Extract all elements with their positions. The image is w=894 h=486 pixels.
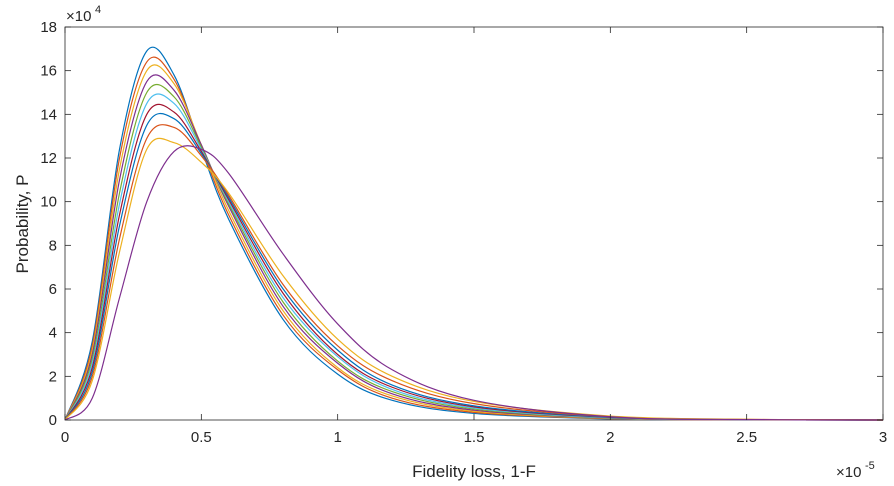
y-tick-label: 4 [49, 325, 57, 342]
series-line [64, 145, 884, 421]
x-axis-label: Fidelity loss, 1-F [412, 462, 536, 481]
x-tick-label: 0.5 [191, 429, 212, 446]
x-tick-label: 1 [333, 429, 341, 446]
y-tick-label: 2 [49, 368, 57, 385]
x-exponent: ×10 -5 [836, 460, 875, 481]
y-exponent-power: 4 [95, 4, 101, 16]
y-axis-label: Probability, P [13, 175, 32, 274]
y-exponent: ×10 4 [66, 4, 101, 25]
x-exponent-power: -5 [865, 460, 875, 472]
series-layer [64, 46, 884, 421]
y-tick-label: 10 [40, 194, 57, 211]
y-exponent-base: ×10 [66, 8, 91, 25]
x-tick-label: 2 [606, 429, 614, 446]
y-tick-label: 18 [40, 19, 57, 36]
ticks-layer: 0 0.5 1 1.5 2 2.5 3 0 2 4 6 8 10 12 14 16 18 [40, 19, 887, 446]
series-line [64, 137, 884, 421]
x-tick-label: 3 [879, 429, 887, 446]
x-exponent-base: ×10 [836, 464, 861, 481]
y-tick-label: 14 [40, 106, 57, 123]
y-tick-label: 6 [49, 281, 57, 298]
x-tick-label: 0 [61, 429, 69, 446]
y-tick-label: 8 [49, 237, 57, 254]
y-tick-label: 16 [40, 63, 57, 80]
y-tick-label: 12 [40, 150, 57, 167]
x-tick-label: 2.5 [736, 429, 757, 446]
y-tick-label: 0 [49, 412, 57, 429]
x-tick-label: 1.5 [464, 429, 485, 446]
plot-background [64, 26, 884, 421]
